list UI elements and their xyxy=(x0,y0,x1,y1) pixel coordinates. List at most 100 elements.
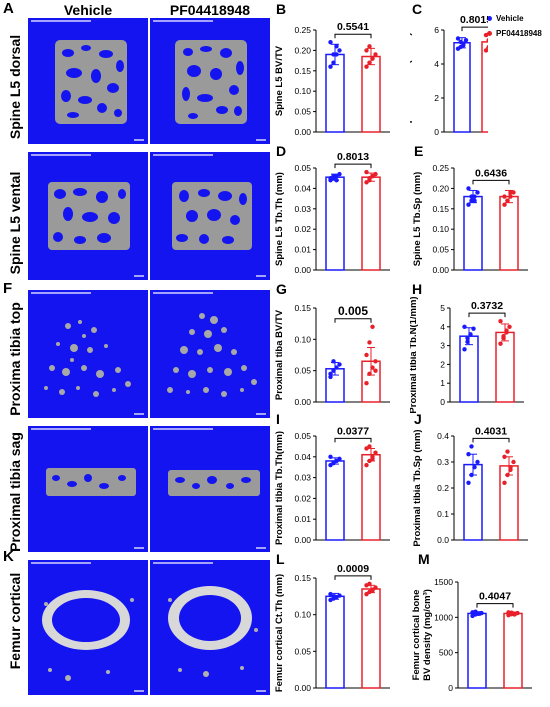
bone-texture-icon xyxy=(167,313,257,397)
y-tick-label-l: 0.15 xyxy=(294,573,311,583)
y-tick-label-i: 0.00 xyxy=(294,535,311,545)
bone-ring-icon xyxy=(42,590,134,681)
data-point-l-1 xyxy=(367,581,372,587)
data-point-c-1 xyxy=(486,44,488,50)
data-point-g-1 xyxy=(367,340,372,345)
data-point-c-0 xyxy=(463,38,469,43)
y-tick-label-m: 1000 xyxy=(434,612,453,622)
y-tick-label-e: 0.10 xyxy=(432,224,449,234)
data-point-d-0 xyxy=(331,173,336,179)
y-tick-label-d: 0.02 xyxy=(294,224,311,234)
legend-item-treated: PF04418948 xyxy=(487,29,542,38)
bar-i-0 xyxy=(325,460,345,541)
data-point-j-1 xyxy=(502,480,507,485)
y-axis-label-m: BV density (mg/cm³) xyxy=(422,589,433,681)
data-point-e-1 xyxy=(502,194,507,199)
y-tick-label-e: 0.05 xyxy=(432,245,449,255)
significance-bracket-e xyxy=(472,179,510,185)
data-point-i-1 xyxy=(367,444,372,449)
data-point-c-0 xyxy=(461,43,466,48)
data-point-h-1 xyxy=(498,318,503,324)
bar-j-1 xyxy=(499,465,519,541)
bone-texture-icon xyxy=(55,40,127,124)
bone-texture-icon xyxy=(44,320,131,397)
data-point-l-1 xyxy=(370,588,375,593)
chart-l: L Femur cortical Ct.Th (mm) 0.00 0.05 0.10 0.… xyxy=(274,551,390,693)
y-tick-label-c: 0 xyxy=(434,127,439,137)
y-tick-label-d: 0.01 xyxy=(294,245,311,255)
panel-letter-a: A xyxy=(3,0,14,17)
data-point-g-1 xyxy=(373,359,378,364)
y-tick-label-h: 2 xyxy=(440,359,445,369)
bar-e-1 xyxy=(499,195,519,271)
panel-letter-g: G xyxy=(276,281,287,297)
micro-image-spine-vental-vehicle xyxy=(28,152,148,280)
legend-item-vehicle: Vehicle xyxy=(487,14,542,23)
data-point-j-0 xyxy=(475,459,480,465)
bar-m-0 xyxy=(467,612,487,689)
data-point-h-1 xyxy=(501,334,506,339)
micro-image-femur-treated xyxy=(150,560,270,695)
y-axis-label-g: Proximal tiba BV/TV xyxy=(274,309,285,400)
chart-b: B Spine L5 BV/TV 0.00 0.05 0.10 0.15 0.20 0.25 0… xyxy=(274,1,390,137)
y-tick-label-c: 4 xyxy=(434,59,439,69)
y-tick-label-j: 0.1 xyxy=(437,509,449,519)
chart-i: I Proximal tibia Tb.Th(mm) 0.00 0.01 0.02 0.0… xyxy=(274,411,390,545)
y-tick-label-l: 0.05 xyxy=(294,646,311,656)
y-tick-label-h: 5 xyxy=(440,303,445,313)
significance-bracket-i xyxy=(334,437,372,443)
panel-letter-i: I xyxy=(276,411,280,427)
data-point-g-1 xyxy=(370,324,375,329)
chart-j: J Proximal tibia Tb.Sp (mm) 0.0 0.1 0.2 0.3 0.… xyxy=(412,411,528,547)
bar-h-0 xyxy=(459,335,479,403)
data-point-h-0 xyxy=(465,339,470,345)
data-point-b-0 xyxy=(328,40,333,45)
y-tick-label-b: 0.10 xyxy=(294,86,311,96)
data-point-d-0 xyxy=(337,171,342,177)
chart-e: E Spine L5 Tb.Sp (mm) 0.00 0.05 0.10 0.15 0.20… xyxy=(412,143,528,275)
column-header-vehicle: Vehicle xyxy=(63,2,113,18)
legend-label-vehicle: Vehicle xyxy=(496,14,524,23)
significance-bracket-d xyxy=(334,163,372,169)
data-point-i-0 xyxy=(331,460,336,466)
y-tick-label-d: 0.04 xyxy=(294,183,311,193)
y-tick-label-b: 0.00 xyxy=(294,127,311,137)
data-point-i-1 xyxy=(370,456,375,462)
y-tick-label-h: 4 xyxy=(440,322,445,332)
data-point-b-1 xyxy=(367,44,372,49)
data-point-g-0 xyxy=(337,362,342,367)
data-point-h-1 xyxy=(507,324,512,329)
panel-letter-c: C xyxy=(412,1,422,17)
p-value-m: 0.4047 xyxy=(479,591,511,603)
data-point-j-0 xyxy=(466,452,471,457)
data-point-h-1 xyxy=(498,341,503,346)
y-tick-label-b: 0.15 xyxy=(294,66,311,76)
y-tick-label-e: 0.00 xyxy=(432,265,449,275)
micro-image-femur-vehicle xyxy=(28,560,148,695)
data-point-h-0 xyxy=(465,335,470,341)
data-point-g-1 xyxy=(367,371,372,376)
data-point-e-0 xyxy=(472,198,477,203)
chart-c: C Spine L5 Tb.N (1/mm) 0 2 4 6 0.8015 xyxy=(410,1,488,137)
data-point-i-0 xyxy=(328,454,333,459)
p-value-h: 0.3732 xyxy=(471,300,503,312)
p-value-c: 0.8015 xyxy=(460,14,488,26)
data-point-m-1 xyxy=(512,612,517,617)
y-tick-label-c: 2 xyxy=(434,93,439,103)
bone-texture-icon xyxy=(168,470,260,496)
p-value-l: 0.0009 xyxy=(337,563,369,575)
p-value-d: 0.8013 xyxy=(337,151,369,163)
p-value-b: 0.5541 xyxy=(337,21,369,33)
data-point-e-0 xyxy=(469,194,474,199)
data-point-d-0 xyxy=(334,178,339,183)
y-tick-label-j: 0.3 xyxy=(437,457,449,467)
data-point-h-0 xyxy=(471,326,476,331)
data-point-b-1 xyxy=(367,60,372,65)
p-value-i: 0.0377 xyxy=(337,425,369,437)
panel-letter-j: J xyxy=(414,411,422,427)
data-point-b-0 xyxy=(331,60,336,65)
micro-image-tibia-top-vehicle xyxy=(28,290,148,418)
data-point-d-1 xyxy=(364,169,369,175)
y-axis-label-l: Femur cortical Ct.Th (mm) xyxy=(274,574,285,692)
y-tick-label-l: 0.00 xyxy=(294,683,311,693)
